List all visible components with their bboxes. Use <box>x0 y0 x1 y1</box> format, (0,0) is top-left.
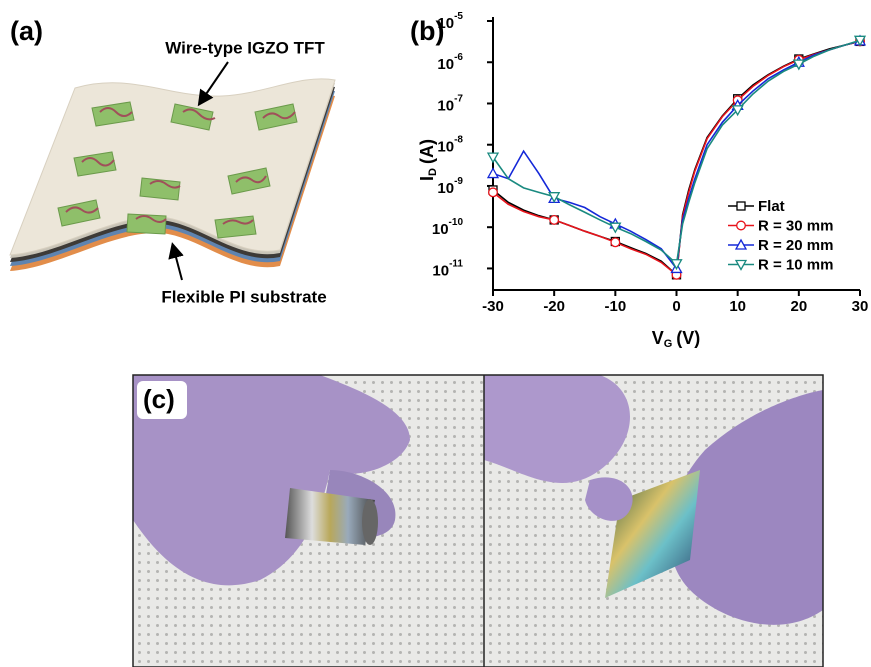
y-label-unit: (A) <box>417 139 437 164</box>
sheet-diagram <box>10 62 335 280</box>
x-tick-label: -20 <box>543 298 565 315</box>
figure: (a) Wire-type IGZO TFT Flexible PI subst… <box>0 0 871 667</box>
x-label: V <box>652 328 664 348</box>
y-tick-label: 10-9 <box>437 176 463 197</box>
x-tick-label: -30 <box>482 298 504 315</box>
y-tick-exponent: -7 <box>454 93 463 104</box>
x-tick-label: 0 <box>672 298 680 315</box>
panel-label: (c) <box>143 384 175 414</box>
y-tick-base: 10 <box>437 15 454 32</box>
y-label-sub: D <box>427 168 439 176</box>
marker <box>611 238 620 247</box>
y-tick-label: 10-10 <box>432 217 464 238</box>
y-tick-exponent: -5 <box>454 11 463 22</box>
y-tick-exponent: -8 <box>454 134 463 145</box>
y-tick-label: 10-11 <box>432 258 463 279</box>
y-tick-label: 10-8 <box>437 134 463 155</box>
y-tick-label: 10-6 <box>437 52 463 73</box>
y-tick-exponent: -9 <box>454 176 463 187</box>
legend-label: R = 10 mm <box>758 256 833 273</box>
panel-label: (a) <box>10 16 43 46</box>
y-tick-label: 10-5 <box>437 11 463 32</box>
x-label-unit: (V) <box>676 328 700 348</box>
marker <box>488 169 498 178</box>
legend-label: R = 20 mm <box>758 237 833 254</box>
legend-label: R = 30 mm <box>758 217 833 234</box>
y-tick-exponent: -10 <box>449 217 464 228</box>
y-tick-base: 10 <box>437 180 454 197</box>
y-tick-base: 10 <box>437 139 454 156</box>
y-tick-label: 10-7 <box>437 93 463 114</box>
legend-label: Flat <box>758 198 785 215</box>
x-tick-label: 10 <box>729 298 746 315</box>
legend-marker <box>737 202 745 210</box>
x-label-sub: G <box>664 338 673 350</box>
y-tick-base: 10 <box>437 97 454 114</box>
legend-marker <box>737 221 746 230</box>
x-tick-label: 30 <box>852 298 869 315</box>
annotation: Wire-type IGZO TFT <box>165 38 325 57</box>
x-tick-label: 20 <box>790 298 807 315</box>
x-axis-label: VG(V) <box>652 328 701 350</box>
annotation: Flexible PI substrate <box>161 287 326 306</box>
y-tick-base: 10 <box>437 56 454 73</box>
y-tick-base: 10 <box>432 262 449 279</box>
y-tick-exponent: -6 <box>454 52 463 63</box>
marker <box>550 216 559 225</box>
y-tick-base: 10 <box>432 221 449 238</box>
y-axis-label: ID(A) <box>417 139 439 181</box>
photos <box>133 375 823 667</box>
marker <box>489 188 498 197</box>
x-tick-label: -10 <box>604 298 626 315</box>
y-tick-exponent: -11 <box>449 258 463 269</box>
